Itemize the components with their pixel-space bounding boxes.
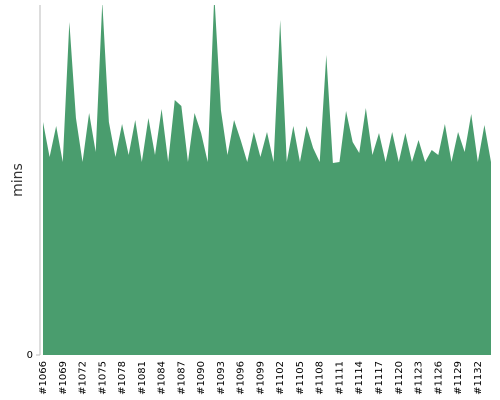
x-tick-label: #1090 bbox=[196, 361, 207, 395]
x-tick-label: #1114 bbox=[354, 361, 365, 395]
area bbox=[43, 5, 491, 355]
x-tick-label: #1117 bbox=[374, 361, 385, 395]
x-tick-label: #1102 bbox=[275, 361, 286, 395]
x-tick-label: #1075 bbox=[97, 361, 108, 395]
x-tick-label: #1087 bbox=[176, 361, 187, 395]
x-tick-label: #1123 bbox=[414, 361, 425, 395]
x-tick-label: #1066 bbox=[38, 361, 49, 395]
x-tick-label: #1126 bbox=[433, 361, 444, 395]
x-tick-label: #1078 bbox=[117, 361, 128, 395]
plot-area bbox=[43, 5, 491, 355]
x-tick-label: #1096 bbox=[236, 361, 247, 395]
x-tick-label: #1129 bbox=[453, 361, 464, 395]
x-tick-label: #1111 bbox=[334, 361, 345, 395]
y-tick-label: 0 bbox=[27, 350, 33, 361]
x-tick-label: #1081 bbox=[137, 361, 148, 395]
x-tick-label: #1099 bbox=[255, 361, 266, 395]
x-tick-label: #1108 bbox=[315, 361, 326, 395]
x-tick-label: #1072 bbox=[78, 361, 89, 395]
x-tick-label: #1105 bbox=[295, 361, 306, 395]
x-tick-label: #1069 bbox=[58, 361, 69, 395]
x-tick-label: #1132 bbox=[473, 361, 484, 395]
x-tick-label: #1084 bbox=[157, 361, 168, 395]
y-axis-label: mins bbox=[10, 163, 26, 197]
x-tick-label: #1093 bbox=[216, 361, 227, 395]
x-tick-label: #1120 bbox=[394, 361, 405, 395]
